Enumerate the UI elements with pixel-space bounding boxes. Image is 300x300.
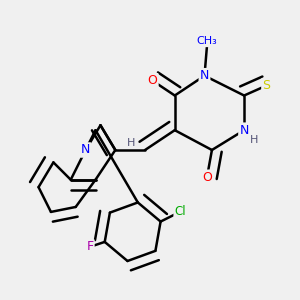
Text: H: H [127,138,136,148]
Text: N: N [239,124,249,137]
Text: CH₃: CH₃ [196,36,217,46]
Text: S: S [262,79,270,92]
Text: F: F [86,240,93,254]
Text: O: O [202,171,212,184]
Text: Cl: Cl [175,205,186,218]
Text: O: O [148,74,158,87]
Text: N: N [81,143,90,157]
Text: N: N [200,69,209,82]
Text: H: H [250,135,258,145]
